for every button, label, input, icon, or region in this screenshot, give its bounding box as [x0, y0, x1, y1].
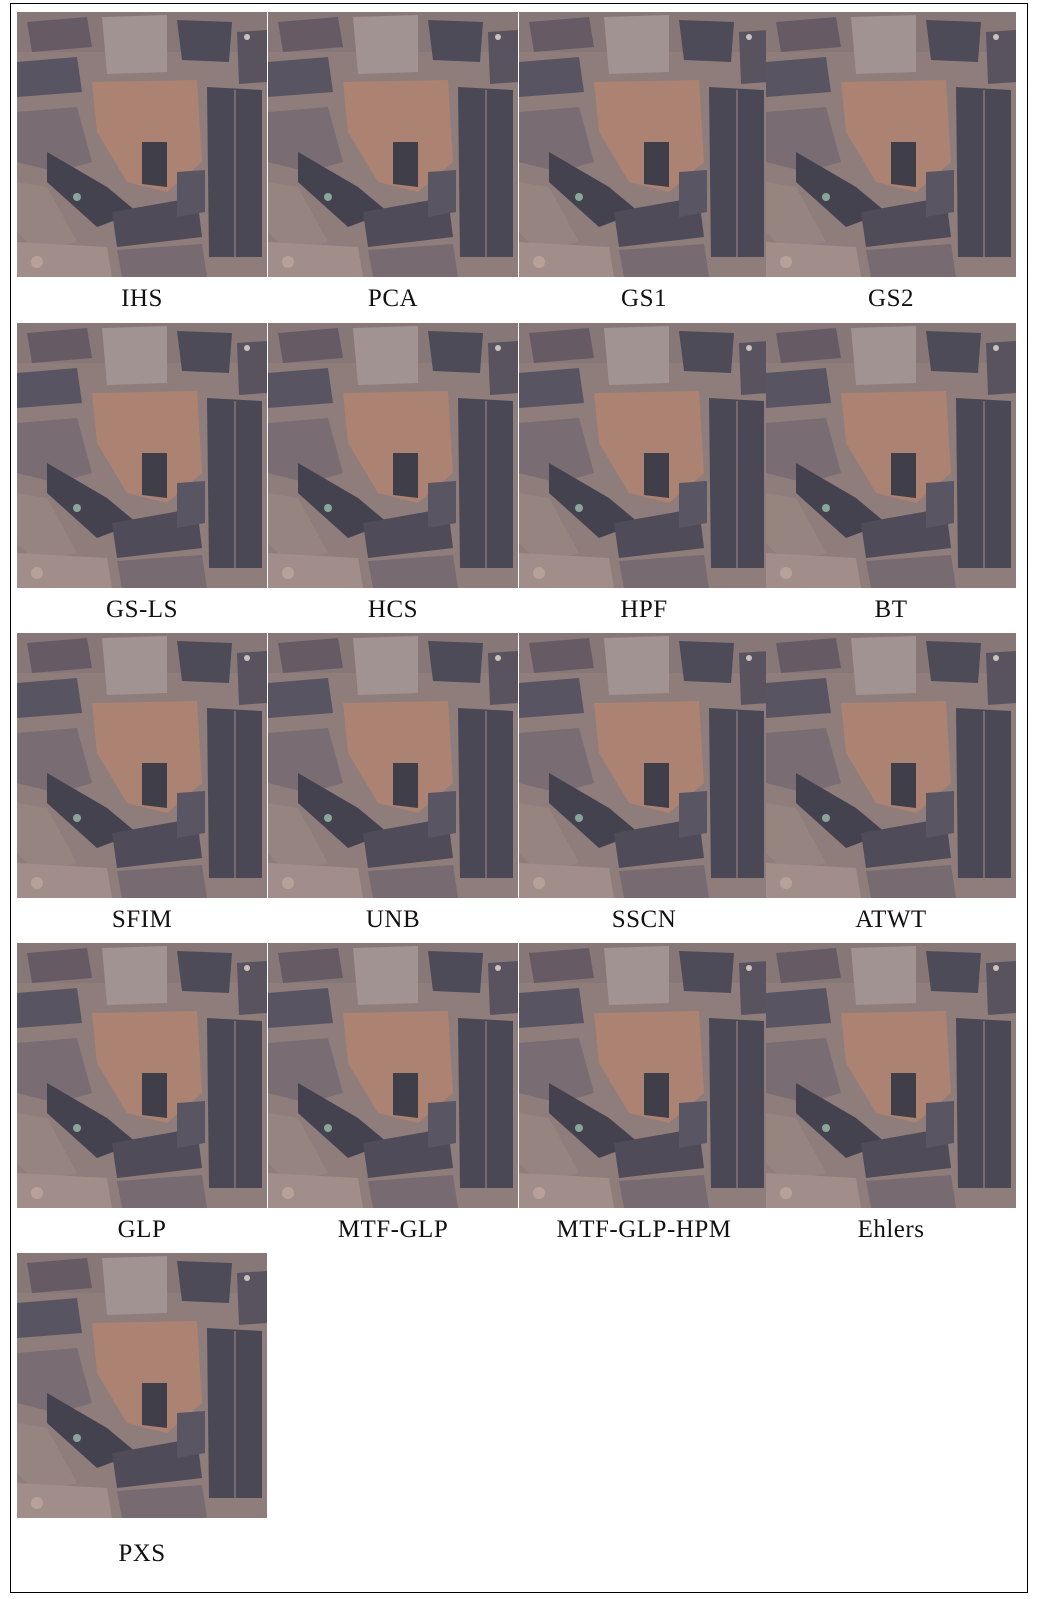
satellite-image — [519, 943, 769, 1208]
panel-label: GLP — [17, 1216, 267, 1244]
panel-label: MTF-GLP — [268, 1216, 518, 1244]
satellite-image — [17, 943, 267, 1208]
panel-label: UNB — [268, 906, 518, 934]
panel: PCA — [268, 12, 518, 313]
satellite-image — [268, 12, 518, 277]
satellite-image — [766, 323, 1016, 588]
panel: GLP — [17, 943, 267, 1244]
panel-label: BT — [766, 596, 1016, 624]
satellite-image — [17, 323, 267, 588]
panel-label: GS-LS — [17, 596, 267, 624]
panel: HPF — [519, 323, 769, 624]
panel: MTF-GLP-HPM — [519, 943, 769, 1244]
satellite-image — [766, 943, 1016, 1208]
panel: IHS — [17, 12, 267, 313]
satellite-image — [17, 1253, 267, 1518]
panel-label: SSCN — [519, 906, 769, 934]
panel-label: GS2 — [766, 285, 1016, 313]
satellite-image — [766, 633, 1016, 898]
panel: ATWT — [766, 633, 1016, 934]
panel-label: HCS — [268, 596, 518, 624]
page: {"panels": [ {"label": "IHS"}, {"label":… — [0, 0, 1039, 1599]
panel: PXS — [17, 1253, 267, 1568]
panel: HCS — [268, 323, 518, 624]
satellite-image — [519, 12, 769, 277]
satellite-image — [17, 633, 267, 898]
panel: GS1 — [519, 12, 769, 313]
satellite-image — [519, 633, 769, 898]
panel: GS-LS — [17, 323, 267, 624]
panel: GS2 — [766, 12, 1016, 313]
satellite-image — [268, 633, 518, 898]
satellite-image — [268, 943, 518, 1208]
panel-label: IHS — [17, 285, 267, 313]
satellite-image — [519, 323, 769, 588]
panel: BT — [766, 323, 1016, 624]
panel-label: HPF — [519, 596, 769, 624]
panel: MTF-GLP — [268, 943, 518, 1244]
panel: SFIM — [17, 633, 267, 934]
panel: SSCN — [519, 633, 769, 934]
panel-label: PXS — [17, 1540, 267, 1568]
panel: Ehlers — [766, 943, 1016, 1244]
panel-label: MTF-GLP-HPM — [519, 1216, 769, 1244]
panel-label: SFIM — [17, 906, 267, 934]
panel-label: ATWT — [766, 906, 1016, 934]
panel-label: PCA — [268, 285, 518, 313]
panel-label: GS1 — [519, 285, 769, 313]
satellite-image — [17, 12, 267, 277]
satellite-image — [268, 323, 518, 588]
satellite-image — [766, 12, 1016, 277]
panel: UNB — [268, 633, 518, 934]
panel-label: Ehlers — [766, 1216, 1016, 1244]
